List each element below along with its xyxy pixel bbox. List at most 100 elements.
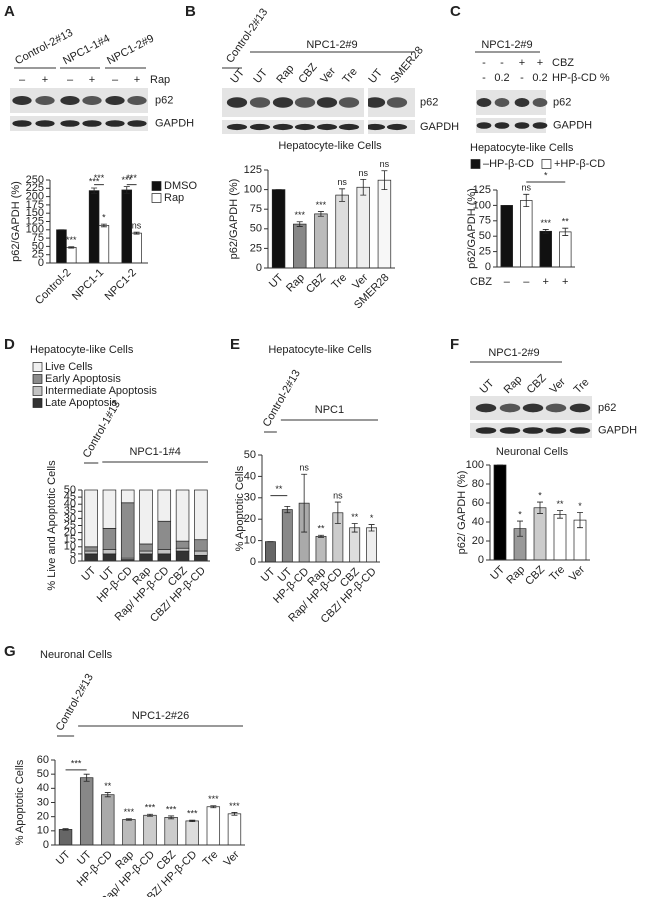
blot-band: [494, 98, 510, 107]
blot-band: [532, 122, 548, 129]
error-bar: [123, 186, 130, 194]
bar: [314, 213, 328, 269]
bar: [206, 806, 221, 846]
legend-label: Rap: [164, 192, 184, 204]
blot-band: [499, 403, 521, 413]
blot-group: Control-2#13: [224, 6, 270, 65]
blot-strip: [476, 118, 546, 133]
lane-label: 0.2: [494, 72, 509, 84]
bar: [185, 820, 199, 846]
band-label: p62: [155, 94, 173, 106]
y-tick-label: 80: [472, 478, 484, 490]
y-tick-label: 25: [250, 242, 262, 254]
y-tick-label: 50: [479, 230, 491, 242]
error-bar: [381, 170, 388, 190]
error-bar: [231, 812, 238, 816]
bar: [500, 205, 513, 268]
lane-label: –: [19, 74, 26, 86]
bar: [293, 223, 307, 269]
bar-segment: [157, 553, 172, 562]
chart-title: Hepatocyte-like Cells: [268, 344, 372, 356]
blot-band: [532, 98, 548, 107]
error-bar: [339, 188, 346, 202]
error-bar: [168, 815, 175, 820]
error-bar: [100, 223, 107, 228]
lane-label: +: [42, 74, 48, 86]
error-bar: [210, 805, 217, 809]
bar: [79, 777, 94, 846]
bar: [281, 509, 293, 563]
y-tick-label: 0: [485, 261, 491, 273]
error-bar: [318, 534, 324, 538]
bar: [366, 527, 377, 563]
legend-label: DMSO: [164, 180, 197, 192]
bar: [227, 813, 242, 846]
y-tick-label: 50: [250, 223, 262, 235]
bracket-label: ***: [71, 758, 82, 768]
bar-segment: [139, 553, 153, 562]
x-tick-label: Rap: [504, 564, 527, 587]
y-tick-label: 10: [64, 541, 76, 553]
chart-title: Hepatocyte-like Cells: [30, 344, 134, 356]
bar: [58, 829, 73, 846]
y-tick-label: 40: [472, 516, 484, 528]
error-bar: [577, 512, 583, 529]
blot-gap: [364, 120, 368, 134]
y-tick-label: 10: [37, 825, 49, 837]
y-tick-label: 25: [479, 246, 491, 258]
significance: **: [104, 781, 112, 791]
bar-segment: [157, 520, 172, 550]
bar-segment: [139, 550, 153, 555]
error-bar: [125, 818, 132, 821]
y-tick-label: 0: [256, 262, 262, 274]
blot-band: [316, 123, 338, 131]
bar: [553, 514, 567, 561]
y-tick-label: 20: [472, 535, 484, 547]
significance: ***: [122, 175, 133, 185]
blot-band: [105, 96, 125, 105]
significance: ***: [145, 803, 156, 813]
error-bar: [351, 523, 358, 533]
blot-group: NPC1-2#9: [481, 39, 532, 51]
y-tick-label: 0: [38, 257, 44, 269]
bar-segment: [175, 547, 190, 552]
bar-segment: [84, 489, 98, 548]
y-tick-label: 0: [43, 839, 49, 851]
band-label: GAPDH: [155, 117, 194, 129]
bar: [356, 186, 370, 269]
x-tick-label: Tre: [201, 849, 221, 869]
blot-band: [226, 123, 248, 131]
significance: *: [578, 501, 582, 511]
band-label: GAPDH: [553, 119, 592, 131]
x-tick-label: CBZ: [523, 563, 547, 587]
bar: [559, 231, 572, 268]
lane-label: –: [112, 74, 119, 86]
y-tick-label: 50: [244, 449, 256, 461]
y-tick-label: 25: [64, 519, 76, 531]
x-tick-label: Ver: [221, 848, 241, 868]
y-tick-label: 100: [466, 459, 484, 471]
y-tick-label: 75: [250, 203, 262, 215]
blot-band: [522, 427, 544, 434]
lane-label: +: [89, 74, 95, 86]
error-bar: [334, 501, 341, 524]
blot-band: [82, 120, 102, 127]
error-bar: [542, 229, 549, 234]
significance: **: [556, 499, 564, 509]
bar-segment: [102, 549, 117, 555]
bar: [335, 194, 349, 269]
panel-letter: A: [4, 3, 15, 20]
significance: ***: [208, 794, 219, 804]
significance: ns: [337, 177, 347, 187]
lane-label: -: [482, 57, 486, 69]
blot-band: [545, 403, 567, 413]
y-tick-label: 200: [26, 191, 44, 203]
blot-band: [494, 122, 510, 129]
significance: ***: [229, 801, 240, 811]
significance: ns: [299, 463, 309, 473]
blot-group: NPC1-2#9: [488, 347, 539, 359]
significance: ns: [380, 159, 390, 169]
significance: **: [351, 512, 359, 522]
y-tick-label: 225: [26, 182, 44, 194]
significance: *: [538, 490, 542, 500]
